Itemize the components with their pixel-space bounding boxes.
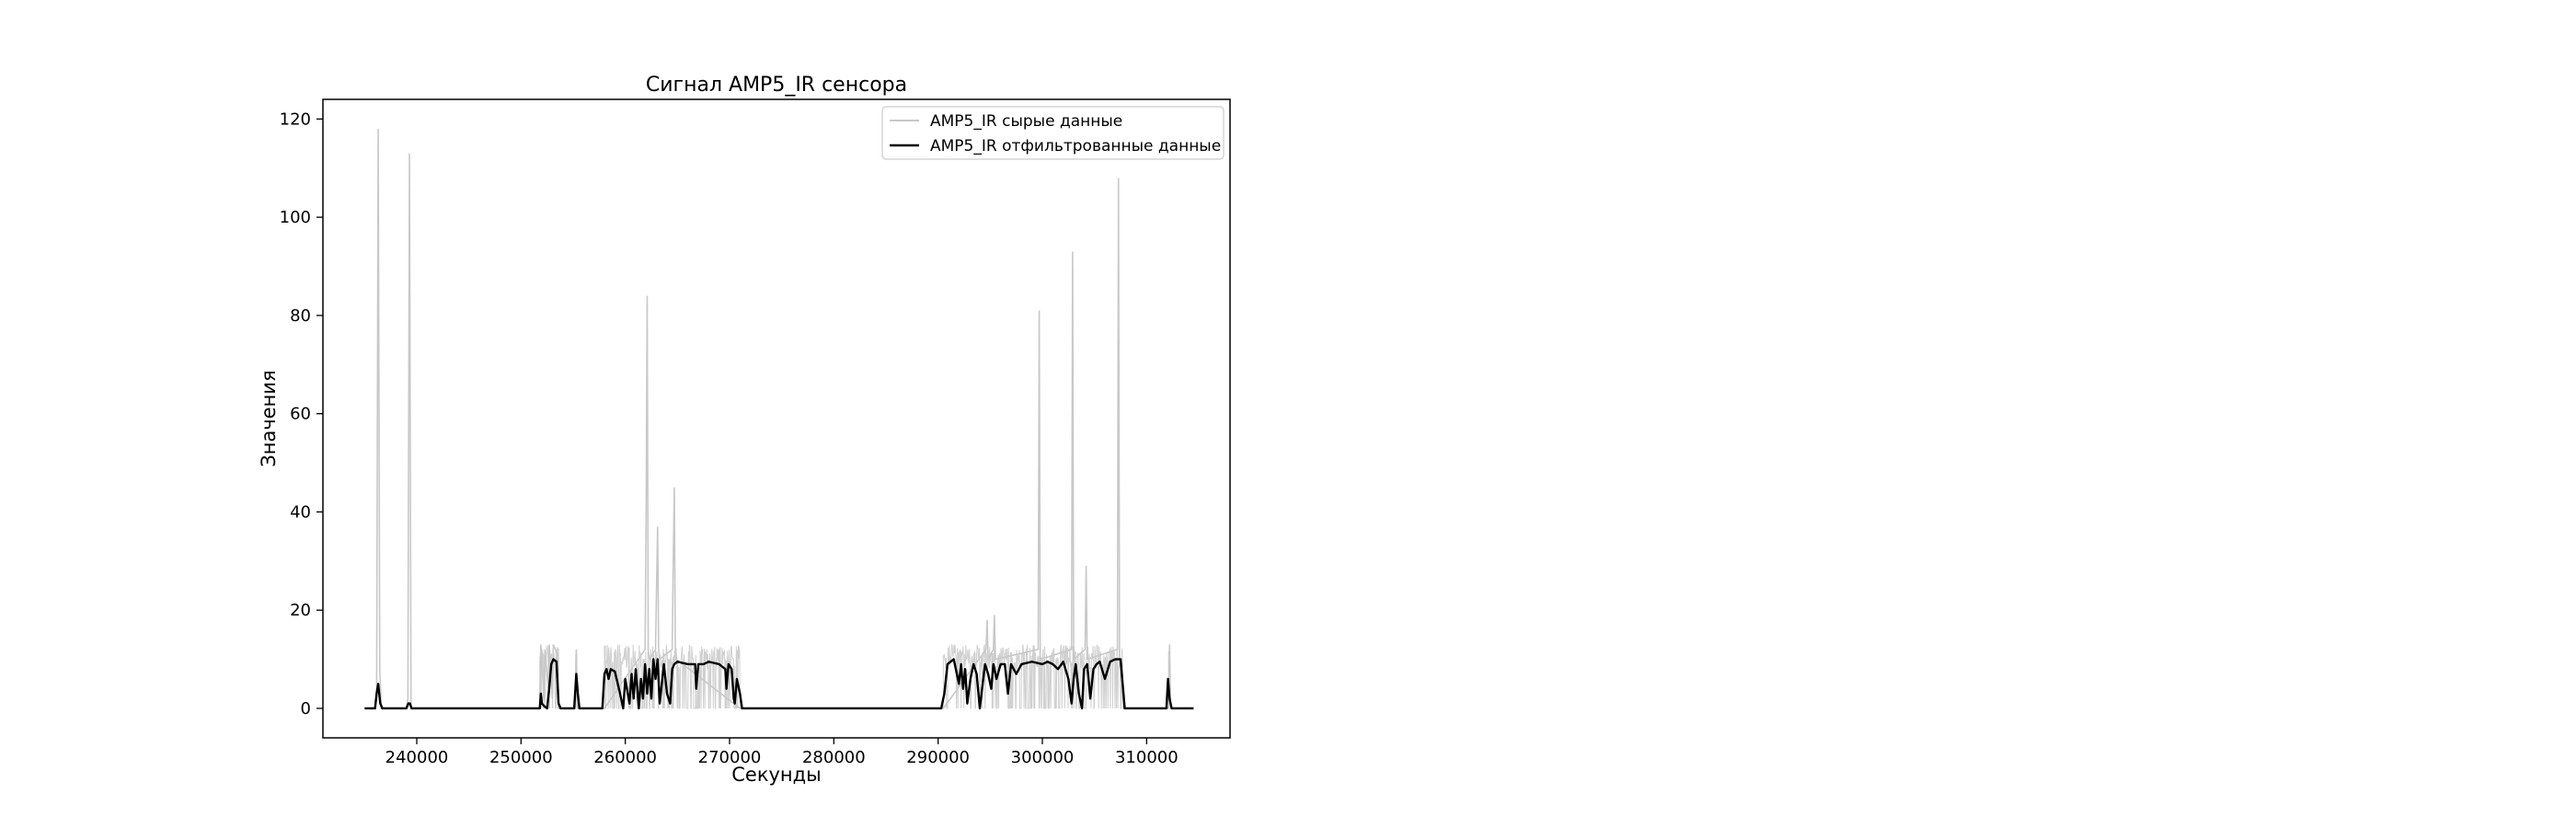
y-axis: 0 20 40 60 80 100 120: [280, 109, 323, 719]
x-tick-label: 250000: [489, 748, 553, 767]
x-tick-label: 310000: [1115, 748, 1179, 767]
y-tick-label: 80: [290, 306, 311, 326]
legend-label-filtered: AMP5_IR отфильтрованные данные: [930, 137, 1221, 155]
y-axis-label: Значения: [258, 370, 280, 466]
legend: AMP5_IR сырые данные AMP5_IR отфильтрова…: [881, 106, 1225, 160]
y-tick-label: 0: [301, 699, 311, 719]
x-axis-label: Секунды: [731, 764, 822, 786]
legend-label-raw: AMP5_IR сырые данные: [930, 112, 1122, 131]
x-tick-label: 290000: [906, 748, 970, 767]
x-tick-label: 260000: [593, 748, 657, 767]
y-tick-label: 60: [290, 405, 311, 424]
x-axis: 240000 250000 260000 270000 280000 290000 3000…: [385, 738, 1179, 767]
x-tick-label: 240000: [385, 748, 449, 767]
series-raw: [364, 129, 1194, 709]
y-tick-label: 20: [290, 601, 311, 620]
series-filtered-line: [364, 658, 1194, 710]
y-tick-label: 100: [280, 208, 311, 227]
x-tick-label: 270000: [698, 748, 762, 767]
x-tick-label: 280000: [802, 748, 866, 767]
plot-frame: [322, 98, 1231, 739]
y-tick-label: 120: [280, 109, 311, 129]
y-tick-label: 40: [290, 502, 311, 522]
series-raw-line: [364, 129, 1194, 709]
legend-frame: [881, 106, 1225, 160]
plot-area-background: [323, 99, 1230, 738]
x-tick-label: 300000: [1011, 748, 1075, 767]
series-layer: [364, 129, 1194, 710]
chart-title: Сигнал AMP5_IR сенсора: [646, 74, 907, 97]
